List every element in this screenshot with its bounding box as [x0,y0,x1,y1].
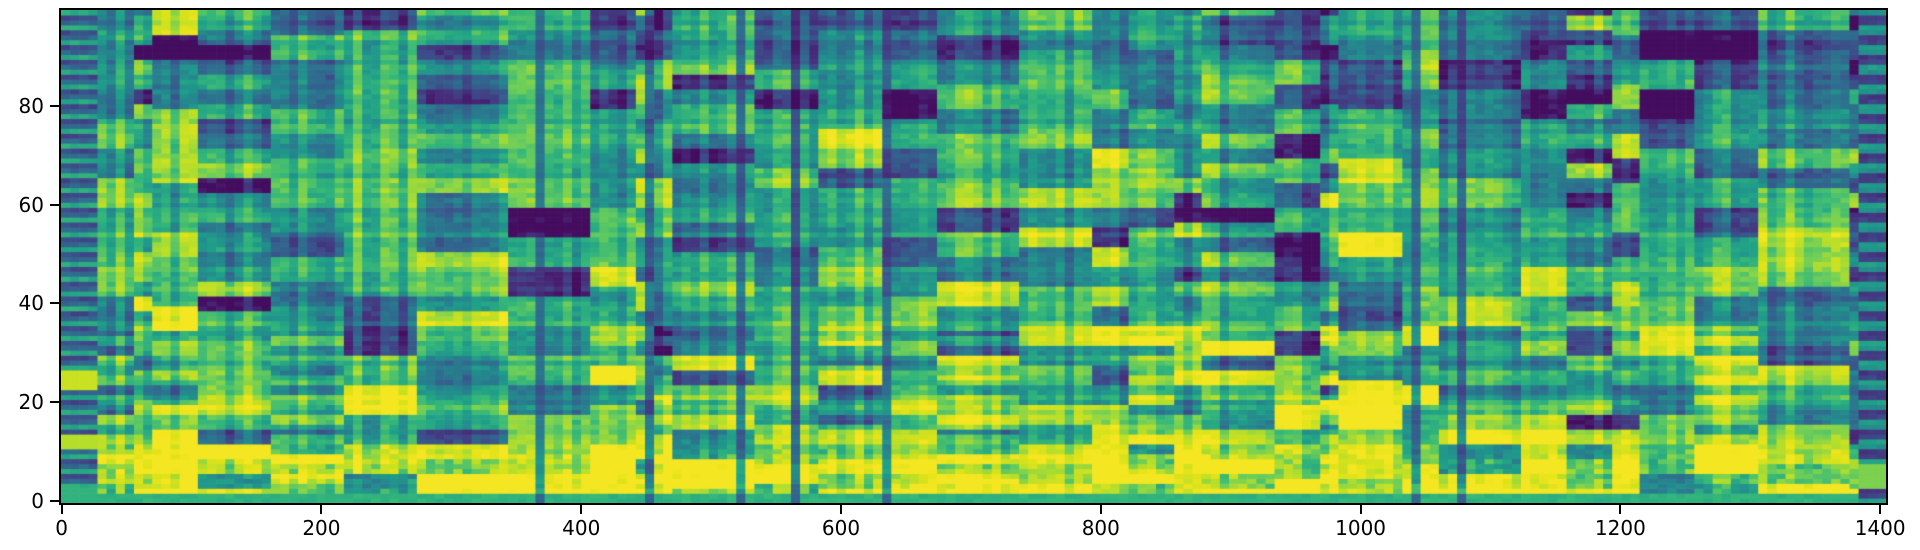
x-tick-label: 200 [302,516,341,540]
x-tick-label: 1000 [1335,516,1387,540]
x-tick-mark [320,505,323,514]
y-tick-label: 40 [18,291,44,316]
x-tick-mark [1879,505,1882,514]
y-tick-mark [50,203,59,206]
y-tick-label: 0 [31,488,44,513]
x-tick-mark [1099,505,1102,514]
x-tick-label: 600 [821,516,861,540]
x-tick-mark [1619,505,1622,514]
y-tick-label: 80 [18,94,44,119]
y-tick-label: 20 [18,389,44,414]
spectrogram-canvas [61,10,1886,503]
plot-border [59,8,1888,505]
x-tick-label: 1400 [1854,516,1906,540]
y-tick-mark [50,499,59,502]
x-tick-label: 1200 [1594,516,1646,540]
y-tick-mark [50,400,59,403]
y-tick-mark [50,105,59,108]
x-tick-mark [840,505,842,514]
x-tick-label: 0 [55,516,68,540]
y-tick-mark [50,302,59,305]
x-tick-mark [60,505,63,514]
y-tick-label: 60 [18,192,44,217]
x-tick-label: 800 [1081,516,1120,540]
x-tick-label: 400 [562,516,601,540]
x-tick-mark [1359,505,1362,514]
x-tick-mark [580,505,583,514]
